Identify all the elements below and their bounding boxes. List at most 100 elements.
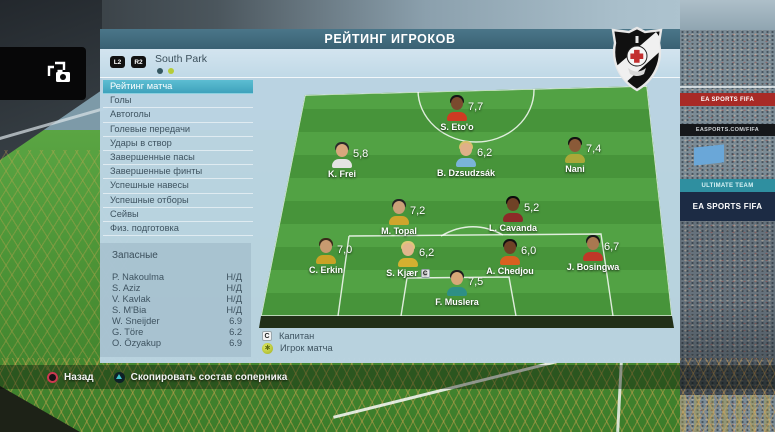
- player-rating: 5,8: [353, 148, 369, 160]
- team-subheader: L2 R2 South Park: [100, 49, 680, 78]
- player-rating: 6,7: [604, 241, 620, 253]
- player-rating: 7,7: [468, 101, 484, 113]
- ad-banner: EASPORTS.COM/FIFA: [680, 124, 775, 136]
- substitute-row: P. Nakoulma Н/Д: [112, 272, 242, 283]
- goal-net: [0, 358, 775, 432]
- substitute-row: S. Aziz Н/Д: [112, 283, 242, 294]
- substitute-row: O. Özyakup 6.9: [112, 338, 242, 349]
- man-of-the-match-icon: ✱: [262, 342, 273, 354]
- substitute-name: V. Kavlak: [112, 294, 151, 304]
- team-name: South Park: [155, 53, 207, 65]
- tier-railing: [680, 86, 775, 88]
- back-button[interactable]: Назад: [47, 371, 94, 383]
- substitute-rating: 6.9: [229, 316, 242, 326]
- copy-label: Скопировать состав соперника: [130, 371, 288, 383]
- crowd-flag: [694, 144, 724, 166]
- substitute-rating: 6.2: [229, 327, 242, 337]
- substitute-rating: Н/Д: [226, 305, 242, 315]
- menu-item-match-rating[interactable]: Рейтинг матча: [103, 80, 253, 95]
- l2-shoulder-button[interactable]: L2: [110, 56, 125, 68]
- upper-roof: [680, 0, 775, 30]
- substitute-rating: Н/Д: [226, 283, 242, 293]
- menu-item-completed-skill-moves[interactable]: Завершенные финты: [103, 165, 253, 180]
- ad-banner: EA SPORTS FIFA: [680, 93, 775, 106]
- stadium-roof-background: [0, 0, 775, 30]
- player-portrait: [565, 137, 585, 163]
- player-chip: 5,2 L. Cavanda: [458, 196, 568, 233]
- menu-item-fitness[interactable]: Физ. подготовка: [103, 222, 253, 237]
- ad-banner: EA SPORTS FIFA: [680, 192, 775, 221]
- back-label: Назад: [64, 371, 94, 383]
- player-portrait: [500, 239, 520, 265]
- player-rating: 6,2: [419, 247, 435, 259]
- substitute-name: S. Aziz: [112, 283, 141, 293]
- substitute-rating: 6.9: [229, 338, 242, 348]
- r2-shoulder-button[interactable]: R2: [131, 56, 146, 68]
- substitute-row: V. Kavlak Н/Д: [112, 294, 242, 305]
- player-rating: 7,2: [410, 205, 426, 217]
- player-portrait: [583, 235, 603, 261]
- copy-opponent-lineup-button[interactable]: Скопировать состав соперника: [113, 371, 288, 383]
- player-rating: 5,2: [524, 202, 540, 214]
- player-ratings-panel: РЕЙТИНГ ИГРОКОВ L2 R2 South Park Рейтинг…: [100, 29, 680, 363]
- substitute-name: G. Töre: [112, 327, 144, 337]
- advertising-boards: [680, 395, 775, 432]
- legend: C Капитан ✱ Игрок матча: [262, 330, 333, 354]
- crowd-shadow: [680, 300, 775, 395]
- substitute-name: S. M'Bia: [112, 305, 147, 315]
- substitute-row: W. Sneijder 6.9: [112, 316, 242, 327]
- player-chip: 6,2 B. Dzsudzsák: [411, 141, 521, 178]
- footer-bar: Назад Скопировать состав соперника: [0, 365, 775, 389]
- substitutes-title: Запасные: [112, 250, 158, 261]
- substitute-row: S. M'Bia Н/Д: [112, 305, 242, 316]
- substitutes-section: Запасные P. Nakoulma Н/Д S. Aziz Н/Д V. Ka…: [100, 243, 251, 357]
- menu-item-successful-crosses[interactable]: Успешные навесы: [103, 179, 253, 194]
- player-chip: 7,2 M. Topal: [344, 199, 454, 236]
- player-chip: 5,8 K. Frei: [287, 142, 397, 179]
- player-rating: 7,0: [337, 244, 353, 256]
- player-rating: 7,4: [586, 143, 602, 155]
- substitute-name: P. Nakoulma: [112, 272, 165, 282]
- legend-captain-label: Капитан: [279, 331, 315, 341]
- team-indicator-dot: [157, 68, 163, 74]
- player-chip: 7,7 S. Eto'o: [402, 95, 512, 132]
- menu-item-completed-passes[interactable]: Завершенные пасы: [103, 151, 253, 166]
- player-rating: 6,0: [521, 245, 537, 257]
- player-chip: 7,4 Nani: [520, 137, 630, 174]
- player-portrait: [332, 142, 352, 168]
- ps-circle-icon: [47, 371, 58, 383]
- substitute-row: G. Töre 6.2: [112, 327, 242, 338]
- player-name: J. Bosingwa: [566, 262, 620, 272]
- substitute-name: O. Özyakup: [112, 338, 162, 348]
- menu-item-assists[interactable]: Голевые передачи: [103, 123, 253, 137]
- player-portrait: [503, 196, 523, 222]
- player-portrait: [398, 241, 418, 267]
- ad-banner: ULTIMATE TEAM: [680, 179, 775, 192]
- player-name: Nani: [565, 164, 585, 174]
- player-rating: 6,2: [477, 147, 493, 159]
- player-name: B. Dzsudzsák: [436, 168, 496, 178]
- player-name: F. Muslera: [435, 297, 479, 307]
- menu-item-own-goals[interactable]: Автоголы: [103, 108, 253, 123]
- player-chip: 6,7 J. Bosingwa: [538, 235, 648, 272]
- player-name: S. Eto'o: [440, 122, 474, 132]
- player-name: K. Frei: [327, 169, 356, 179]
- stadium-right-background: EA SPORTS FIFA EASPORTS.COM/FIFA ULTIMAT…: [680, 0, 775, 432]
- share-screenshot-button[interactable]: [0, 47, 86, 100]
- player-chip: 7,5 F. Muslera: [402, 270, 512, 307]
- substitute-rating: Н/Д: [226, 294, 242, 304]
- player-name: L. Cavanda: [488, 223, 537, 233]
- menu-item-goals[interactable]: Голы: [103, 94, 253, 109]
- player-portrait: [447, 95, 467, 121]
- camera-icon: [47, 61, 70, 82]
- player-name: M. Topal: [381, 226, 417, 236]
- substitute-rating: Н/Д: [226, 272, 242, 282]
- menu-item-shots-on-target[interactable]: Удары в створ: [103, 137, 253, 151]
- menu-item-saves[interactable]: Сейвы: [103, 208, 253, 222]
- menu-item-successful-tackles[interactable]: Успешные отборы: [103, 194, 253, 208]
- player-rating: 7,5: [468, 276, 484, 288]
- page-title: РЕЙТИНГ ИГРОКОВ: [324, 32, 456, 46]
- ps-triangle-icon: [113, 371, 125, 383]
- substitute-name: W. Sneijder: [112, 316, 160, 326]
